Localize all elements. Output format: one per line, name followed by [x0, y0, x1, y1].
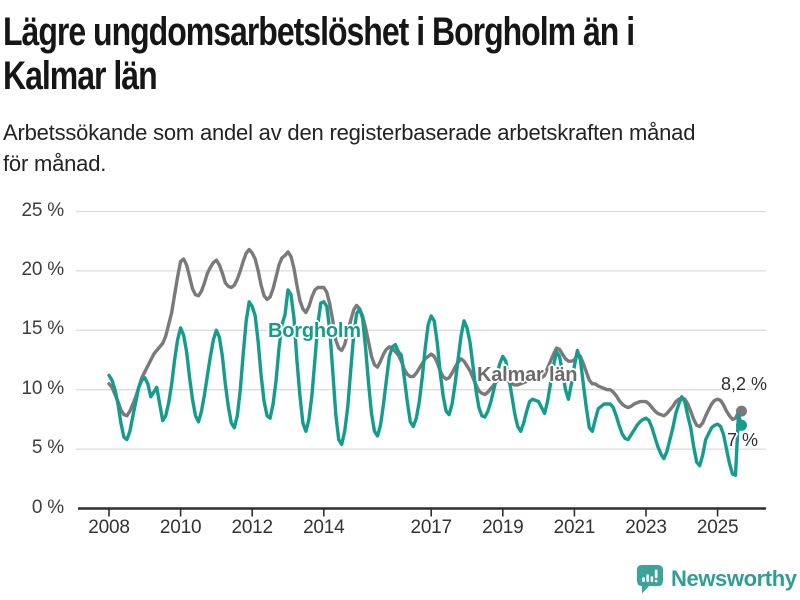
- page-title-line-2: Kalmar län: [3, 52, 158, 98]
- page-subtitle-line-1: Arbetssökande som andel av den registerb…: [3, 120, 696, 145]
- y-axis-label: 5 %: [31, 437, 64, 459]
- kalmar-l-n-end-dot: [736, 405, 747, 417]
- page-subtitle-line-2: för månad.: [3, 151, 107, 176]
- x-axis-label: 2010: [159, 517, 202, 538]
- x-axis-label: 2023: [625, 517, 667, 538]
- y-axis-label: 25 %: [21, 199, 64, 221]
- y-axis-label: 10 %: [21, 377, 64, 399]
- x-axis-label: 2019: [482, 517, 524, 538]
- y-axis-label: 15 %: [21, 318, 64, 340]
- borgholm-line: [107, 288, 744, 477]
- x-axis-label: 2012: [231, 517, 273, 538]
- y-axis-label: 0 %: [31, 496, 64, 518]
- x-axis-label: 2017: [410, 517, 452, 538]
- page-title-line-1: Lägre ungdomsarbetslöshet i Borgholm än …: [3, 8, 635, 54]
- x-axis-label: 2008: [88, 517, 130, 538]
- newsworthy-icon: [636, 564, 664, 595]
- newsworthy-wordmark: Newsworthy: [671, 566, 797, 591]
- end-value-kalmar-lan: 8,2 %: [721, 374, 768, 394]
- newsworthy-logo[interactable]: Newsworthy: [636, 562, 797, 596]
- y-axis-label: 20 %: [21, 258, 64, 280]
- x-axis-label: 2021: [553, 517, 596, 538]
- series-label-kalmar-lan: Kalmar län: [477, 364, 578, 386]
- x-axis-label: 2014: [303, 517, 345, 538]
- page-subtitle: Arbetssökande som andel av den registerb…: [3, 117, 793, 179]
- series-label-borgholm: Borgholm: [268, 320, 361, 342]
- kalmar-l-n-line: [107, 247, 744, 429]
- x-axis-label: 2025: [696, 517, 739, 538]
- end-value-borgholm: 7 %: [727, 430, 759, 450]
- page-title: Lägre ungdomsarbetslöshet i Borgholm än …: [3, 8, 743, 98]
